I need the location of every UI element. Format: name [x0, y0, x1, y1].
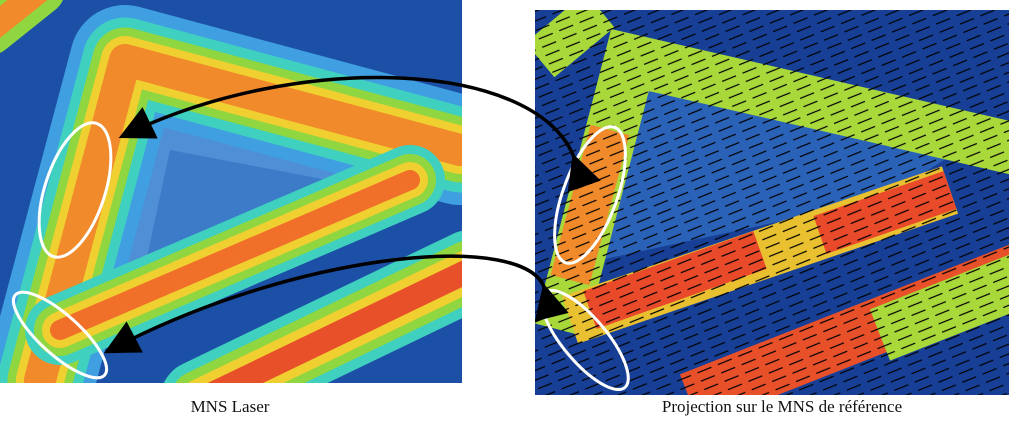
- right-caption: Projection sur le MNS de référence: [662, 397, 902, 416]
- right-image: [528, 10, 1009, 402]
- left-image: [0, 0, 470, 400]
- left-caption: MNS Laser: [191, 397, 270, 416]
- figure: MNS Laser Projection sur le MNS de référ…: [0, 0, 1009, 423]
